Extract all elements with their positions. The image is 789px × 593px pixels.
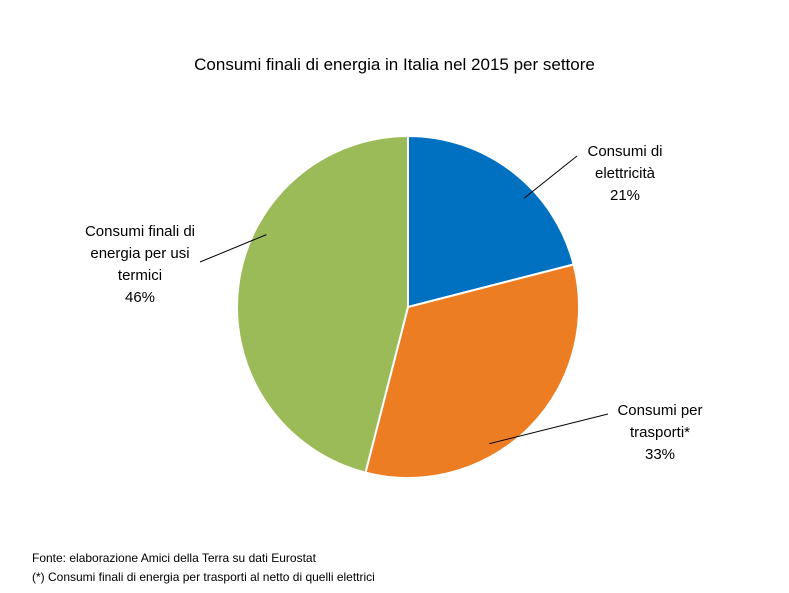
slice-value-label: 33% <box>644 446 676 463</box>
slice-label-text: Consumi finali di <box>84 223 196 240</box>
pie-slices <box>235 134 580 479</box>
source-note: Fonte: elaborazione Amici della Terra su… <box>32 551 316 565</box>
slice-label-text: trasporti* <box>629 424 691 441</box>
slice-label-transport: Consumi per trasporti* 33% <box>590 400 730 466</box>
leader-line-transport <box>489 413 609 445</box>
pie-slice-transport <box>364 263 580 479</box>
slice-label-text: termici <box>117 267 163 284</box>
slice-value-label: 21% <box>609 187 641 204</box>
leader-line-electricity <box>523 155 578 199</box>
slice-label-thermal: Consumi finali di energia per usi termic… <box>60 221 220 309</box>
chart-footer: Fonte: elaborazione Amici della Terra su… <box>32 549 375 587</box>
slice-label-text: energia per usi <box>90 245 190 262</box>
slice-label-text: Consumi di <box>587 143 663 160</box>
chart-title: Consumi finali di energia in Italia nel … <box>194 55 595 74</box>
slice-label-text: elettricità <box>594 165 656 182</box>
slice-value-label: 46% <box>124 289 156 306</box>
slice-label-electricity: Consumi di elettricità 21% <box>560 141 690 207</box>
leader-lines <box>199 155 609 445</box>
pie-slice-thermal <box>235 134 409 474</box>
slice-label-text: Consumi per <box>617 402 703 419</box>
pie-slice-electricity <box>407 134 575 309</box>
footnote: (*) Consumi finali di energia per traspo… <box>32 570 375 584</box>
leader-line-thermal <box>199 234 267 263</box>
